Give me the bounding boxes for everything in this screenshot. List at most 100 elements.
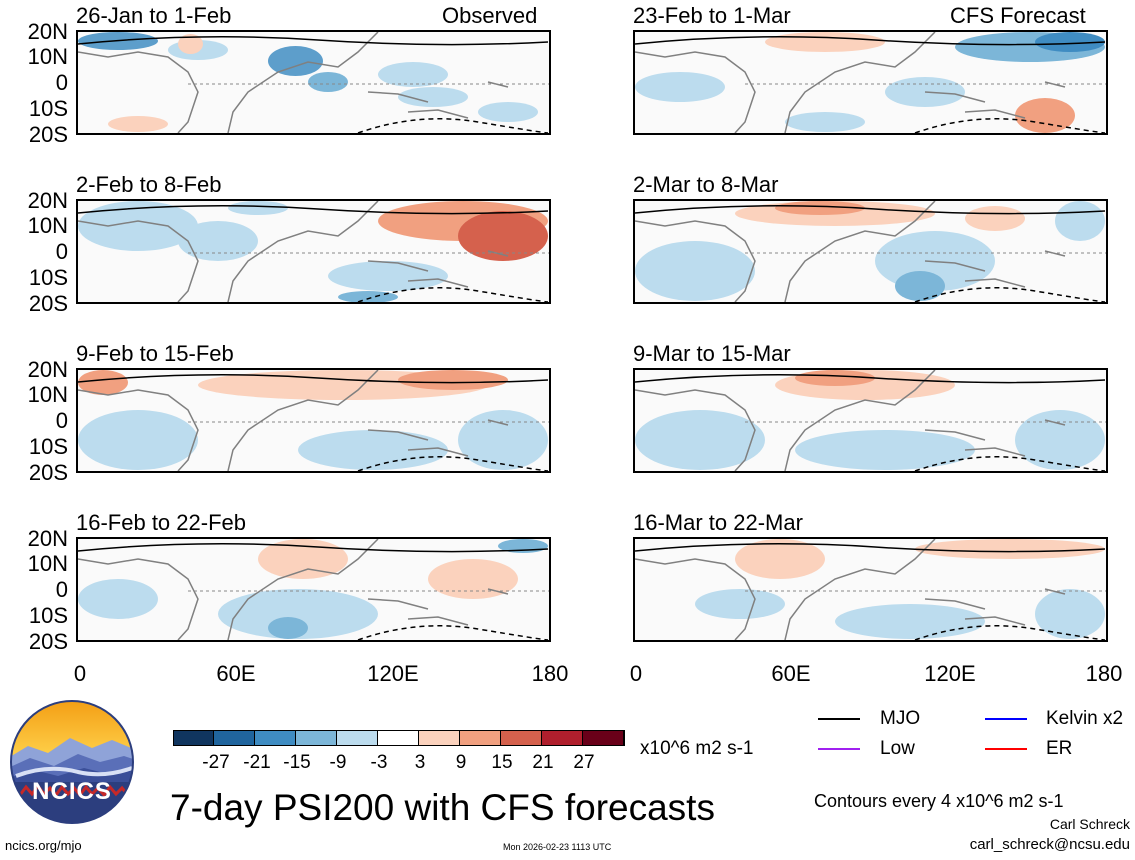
lat-label: 20N <box>27 19 68 44</box>
anomaly-shading <box>635 410 765 470</box>
legend-label-mjo: MJO <box>880 708 921 729</box>
anomaly-shading <box>965 206 1025 231</box>
map-panel-observed-2 <box>76 199 551 304</box>
map-graphic <box>635 201 1106 302</box>
colorbar-tick: 15 <box>491 752 513 773</box>
colorbar <box>173 730 625 746</box>
map-graphic <box>78 539 549 640</box>
anomaly-shading <box>795 370 875 386</box>
colorbar-tick: -3 <box>370 752 388 773</box>
mjo-contour <box>78 205 549 215</box>
anomaly-shading <box>635 241 755 301</box>
anomaly-shading <box>1035 32 1105 52</box>
lon-label: 180 <box>1085 661 1123 686</box>
anomaly-shading <box>258 539 348 579</box>
anomaly-shading <box>378 62 448 87</box>
lat-label: 0 <box>55 577 68 602</box>
anomaly-shading <box>298 430 448 470</box>
coastline <box>78 539 509 640</box>
anomaly-shading <box>428 559 518 599</box>
colorbar-swatch <box>542 730 583 746</box>
coastline <box>635 539 1066 640</box>
panel-title-2: 2-Feb to 8-Feb <box>76 172 222 197</box>
observed-label: Observed <box>442 3 538 28</box>
colorbar-tick: 21 <box>532 752 554 773</box>
panel-title-5: 23-Feb to 1-Mar <box>633 3 791 28</box>
anomaly-shading <box>398 370 508 390</box>
ncics-logo: NCICS <box>8 698 136 826</box>
anomaly-shading <box>338 291 398 302</box>
coastline <box>78 201 509 302</box>
mjo-contour <box>635 374 1106 384</box>
map-panel-forecast-4 <box>633 537 1108 642</box>
colorbar-swatch <box>378 730 419 746</box>
legend-line-kelvin <box>985 718 1027 720</box>
colorbar-swatch <box>583 730 624 746</box>
map-panel-forecast-2 <box>633 199 1108 304</box>
anomaly-shading <box>328 261 448 291</box>
anomaly-shading <box>735 539 825 579</box>
lon-label: 60E <box>771 661 811 686</box>
colorbar-tick: -9 <box>329 752 347 773</box>
anomaly-shading <box>915 539 1105 559</box>
lat-label: 10S <box>28 434 68 459</box>
mjo-contour <box>635 36 1106 46</box>
colorbar-border <box>173 730 625 746</box>
panel-title-3: 9-Feb to 15-Feb <box>76 341 234 366</box>
anomaly-shading <box>178 221 258 261</box>
legend-line-mjo <box>818 718 860 720</box>
author-email: carl_schreck@ncsu.edu <box>969 836 1130 853</box>
colorbar-tick: 3 <box>414 752 426 773</box>
lon-label: 0 <box>73 661 87 686</box>
mjo-contour <box>78 36 549 46</box>
lon-label: 120E <box>367 661 419 686</box>
mjo-contour <box>78 374 549 384</box>
lat-label: 0 <box>55 408 68 433</box>
colorbar-swatch <box>501 730 542 746</box>
colorbar-swatch <box>296 730 337 746</box>
anomaly-shading <box>458 410 548 470</box>
lon-label: 120E <box>924 661 976 686</box>
map-graphic <box>78 32 549 133</box>
colorbar-tick: -15 <box>283 752 311 773</box>
anomaly-shading <box>108 116 168 132</box>
colorbar-tick: 9 <box>455 752 467 773</box>
anomaly-shading <box>458 211 548 261</box>
panel-title-1: 26-Jan to 1-Feb <box>76 3 232 28</box>
panel-title-8: 16-Mar to 22-Mar <box>633 510 803 535</box>
map-graphic <box>78 201 549 302</box>
anomaly-shading <box>308 72 348 92</box>
colorbar-swatch <box>460 730 501 746</box>
map-graphic <box>635 539 1106 640</box>
lon-label: 180 <box>531 661 569 686</box>
mjo-contour-negative <box>914 118 1106 133</box>
lat-label: 20S <box>28 291 68 316</box>
anomaly-shading <box>795 430 975 470</box>
lat-label: 0 <box>55 70 68 95</box>
logo-text: NCICS <box>32 778 112 805</box>
lat-label: 20N <box>27 526 68 551</box>
anomaly-shading <box>1015 410 1105 470</box>
legend-line-er <box>985 748 1027 750</box>
mjo-contour-negative <box>357 625 549 640</box>
panel-title-7: 9-Mar to 15-Mar <box>633 341 791 366</box>
colorbar-swatch <box>337 730 378 746</box>
colorbar-swatch <box>173 730 214 746</box>
anomaly-shading <box>785 112 865 132</box>
mjo-contour <box>635 543 1106 553</box>
colorbar-tick: 27 <box>573 752 595 773</box>
timestamp: Mon 2026-02-23 1113 UTC <box>503 842 612 852</box>
lat-label: 10N <box>27 551 68 576</box>
anomaly-shading <box>1035 589 1105 639</box>
anomaly-shading <box>78 410 198 470</box>
lat-label: 10N <box>27 213 68 238</box>
anomaly-shading <box>78 201 198 251</box>
coastline <box>78 32 509 133</box>
author: Carl Schreck <box>1049 816 1130 832</box>
anomaly-shading <box>1055 201 1105 241</box>
lat-label: 20N <box>27 357 68 382</box>
anomaly-shading <box>78 579 158 619</box>
lat-label: 20S <box>28 122 68 147</box>
website: ncics.org/mjo <box>5 838 82 853</box>
panel-title-6: 2-Mar to 8-Mar <box>633 172 779 197</box>
